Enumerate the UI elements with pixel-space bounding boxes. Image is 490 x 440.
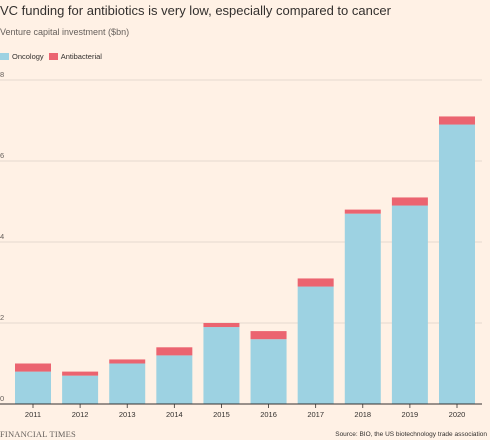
y-tick-label: 2: [0, 313, 4, 322]
x-tick-label: 2013: [119, 410, 136, 419]
x-tick-label: 2017: [307, 410, 324, 419]
ft-brand-logo: FINANCIAL TIMES: [0, 429, 76, 439]
bar-antibacterial: [344, 209, 381, 214]
bar-oncology: [15, 371, 51, 404]
bar-oncology: [391, 205, 428, 404]
y-tick-label: 8: [0, 70, 4, 79]
bar-oncology: [109, 363, 146, 404]
x-tick-labels: 2011 2012 2013 2014 2015 2016 2017 2018 2019 2020: [25, 410, 465, 419]
bar-oncology: [297, 286, 334, 404]
x-tick-label: 2012: [72, 410, 89, 419]
bar-antibacterial: [391, 197, 428, 206]
legend-swatch-antibacterial: [48, 53, 58, 60]
y-tick-label: 4: [0, 232, 4, 241]
x-axis: [0, 403, 482, 408]
legend-label-oncology: Oncology: [12, 52, 44, 61]
bar-oncology: [203, 327, 240, 404]
x-tick-label: 2020: [449, 410, 466, 419]
bar-antibacterial: [250, 331, 287, 340]
legend-label-antibacterial: Antibacterial: [60, 52, 102, 61]
bar-antibacterial: [62, 371, 99, 376]
x-tick-label: 2015: [213, 410, 230, 419]
x-tick-label: 2014: [166, 410, 183, 419]
bar-antibacterial: [439, 116, 475, 125]
y-tick-label: 6: [0, 151, 4, 160]
legend: Oncology Antibacterial: [0, 52, 107, 61]
bar-oncology: [62, 375, 99, 404]
legend-item-antibacterial: Antibacterial: [48, 52, 102, 61]
bar-antibacterial: [15, 363, 51, 372]
bar-oncology: [439, 124, 475, 405]
y-tick-labels: 0 2 4 6 8: [0, 70, 4, 403]
bar-antibacterial: [297, 278, 334, 287]
legend-item-oncology: Oncology: [0, 52, 44, 61]
legend-swatch-oncology: [0, 53, 9, 60]
chart-title: VC funding for antibiotics is very low, …: [0, 3, 391, 18]
bar-antibacterial: [109, 359, 146, 364]
bar-oncology: [250, 339, 287, 404]
chart-subtitle: Venture capital investment ($bn): [0, 27, 130, 37]
bars: [15, 116, 475, 405]
bar-antibacterial: [156, 347, 193, 356]
x-tick-label: 2018: [354, 410, 371, 419]
x-tick-label: 2016: [260, 410, 277, 419]
bar-antibacterial: [203, 323, 240, 328]
source-note: Source: BIO, the US biotechnology trade …: [335, 431, 487, 438]
y-tick-label: 0: [0, 394, 4, 403]
bar-oncology: [344, 213, 381, 404]
bar-oncology: [156, 355, 193, 404]
x-tick-label: 2019: [402, 410, 419, 419]
x-tick-label: 2011: [25, 410, 41, 419]
